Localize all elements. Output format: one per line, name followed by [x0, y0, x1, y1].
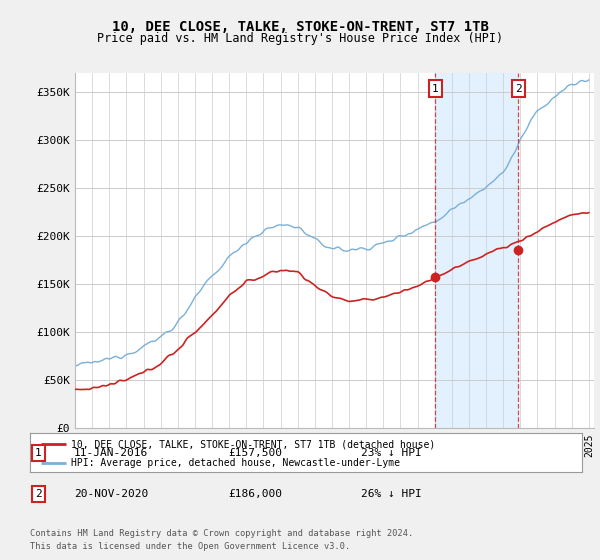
Text: Contains HM Land Registry data © Crown copyright and database right 2024.: Contains HM Land Registry data © Crown c…: [30, 529, 413, 538]
Text: This data is licensed under the Open Government Licence v3.0.: This data is licensed under the Open Gov…: [30, 542, 350, 551]
Text: 11-JAN-2016: 11-JAN-2016: [74, 448, 148, 458]
Text: HPI: Average price, detached house, Newcastle-under-Lyme: HPI: Average price, detached house, Newc…: [71, 458, 400, 468]
Text: 10, DEE CLOSE, TALKE, STOKE-ON-TRENT, ST7 1TB: 10, DEE CLOSE, TALKE, STOKE-ON-TRENT, ST…: [112, 20, 488, 34]
Text: 23% ↓ HPI: 23% ↓ HPI: [361, 448, 422, 458]
Text: 2: 2: [35, 489, 41, 499]
Text: 20-NOV-2020: 20-NOV-2020: [74, 489, 148, 499]
Text: 1: 1: [432, 84, 439, 94]
Text: Price paid vs. HM Land Registry's House Price Index (HPI): Price paid vs. HM Land Registry's House …: [97, 32, 503, 45]
Text: 26% ↓ HPI: 26% ↓ HPI: [361, 489, 422, 499]
Text: £186,000: £186,000: [229, 489, 283, 499]
Text: 10, DEE CLOSE, TALKE, STOKE-ON-TRENT, ST7 1TB (detached house): 10, DEE CLOSE, TALKE, STOKE-ON-TRENT, ST…: [71, 439, 436, 449]
Text: 2: 2: [515, 84, 522, 94]
Text: £157,500: £157,500: [229, 448, 283, 458]
Text: 1: 1: [35, 448, 41, 458]
Bar: [435, 73, 518, 428]
